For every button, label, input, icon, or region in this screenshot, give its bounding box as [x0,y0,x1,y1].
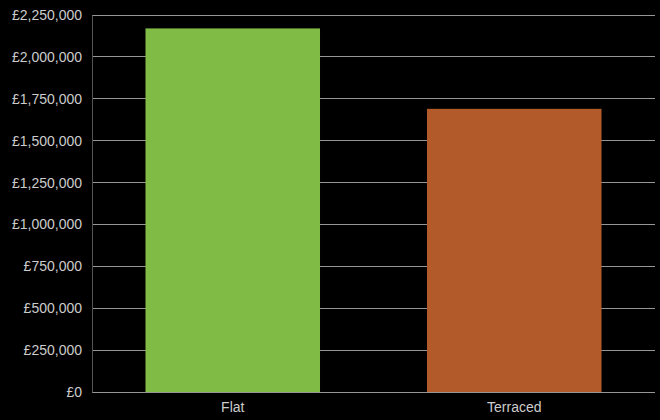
y-tick: £1,500,000 [12,133,92,149]
y-tick-label: £1,250,000 [12,175,82,191]
bars [145,28,601,392]
y-tick-label: £500,000 [24,300,83,316]
y-tick-label: £1,500,000 [12,133,82,149]
y-tick: £1,000,000 [12,216,92,232]
y-tick: £2,250,000 [12,7,92,23]
x-tick-label: Flat [221,399,244,415]
y-tick-label: £0 [66,384,82,400]
y-tick: £750,000 [24,258,92,274]
x-tick: Terraced [487,399,541,415]
y-tick-label: £750,000 [24,258,83,274]
y-tick-label: £2,000,000 [12,49,82,65]
x-tick: Flat [221,399,244,415]
x-tick-label: Terraced [487,399,541,415]
y-tick-label: £1,000,000 [12,216,82,232]
y-tick-label: £1,750,000 [12,91,82,107]
bar [145,28,320,392]
grid [92,15,655,392]
y-tick: £500,000 [24,300,92,316]
y-tick: £0 [66,384,92,400]
y-tick-label: £250,000 [24,342,83,358]
y-tick: £1,750,000 [12,91,92,107]
background [0,0,660,420]
bar [427,109,602,392]
chart: £0 £250,000 £500,000 £750,000 £1,000,000 £1,2… [0,0,660,420]
y-tick: £2,000,000 [12,49,92,65]
y-axis-line [92,16,93,393]
y-tick: £1,250,000 [12,175,92,191]
y-tick: £250,000 [24,342,92,358]
y-tick-label: £2,250,000 [12,7,82,23]
grid-line [92,15,655,16]
y-axis: £0 £250,000 £500,000 £750,000 £1,000,000 £1,2… [12,7,93,400]
x-axis: Flat Terraced [221,399,541,415]
